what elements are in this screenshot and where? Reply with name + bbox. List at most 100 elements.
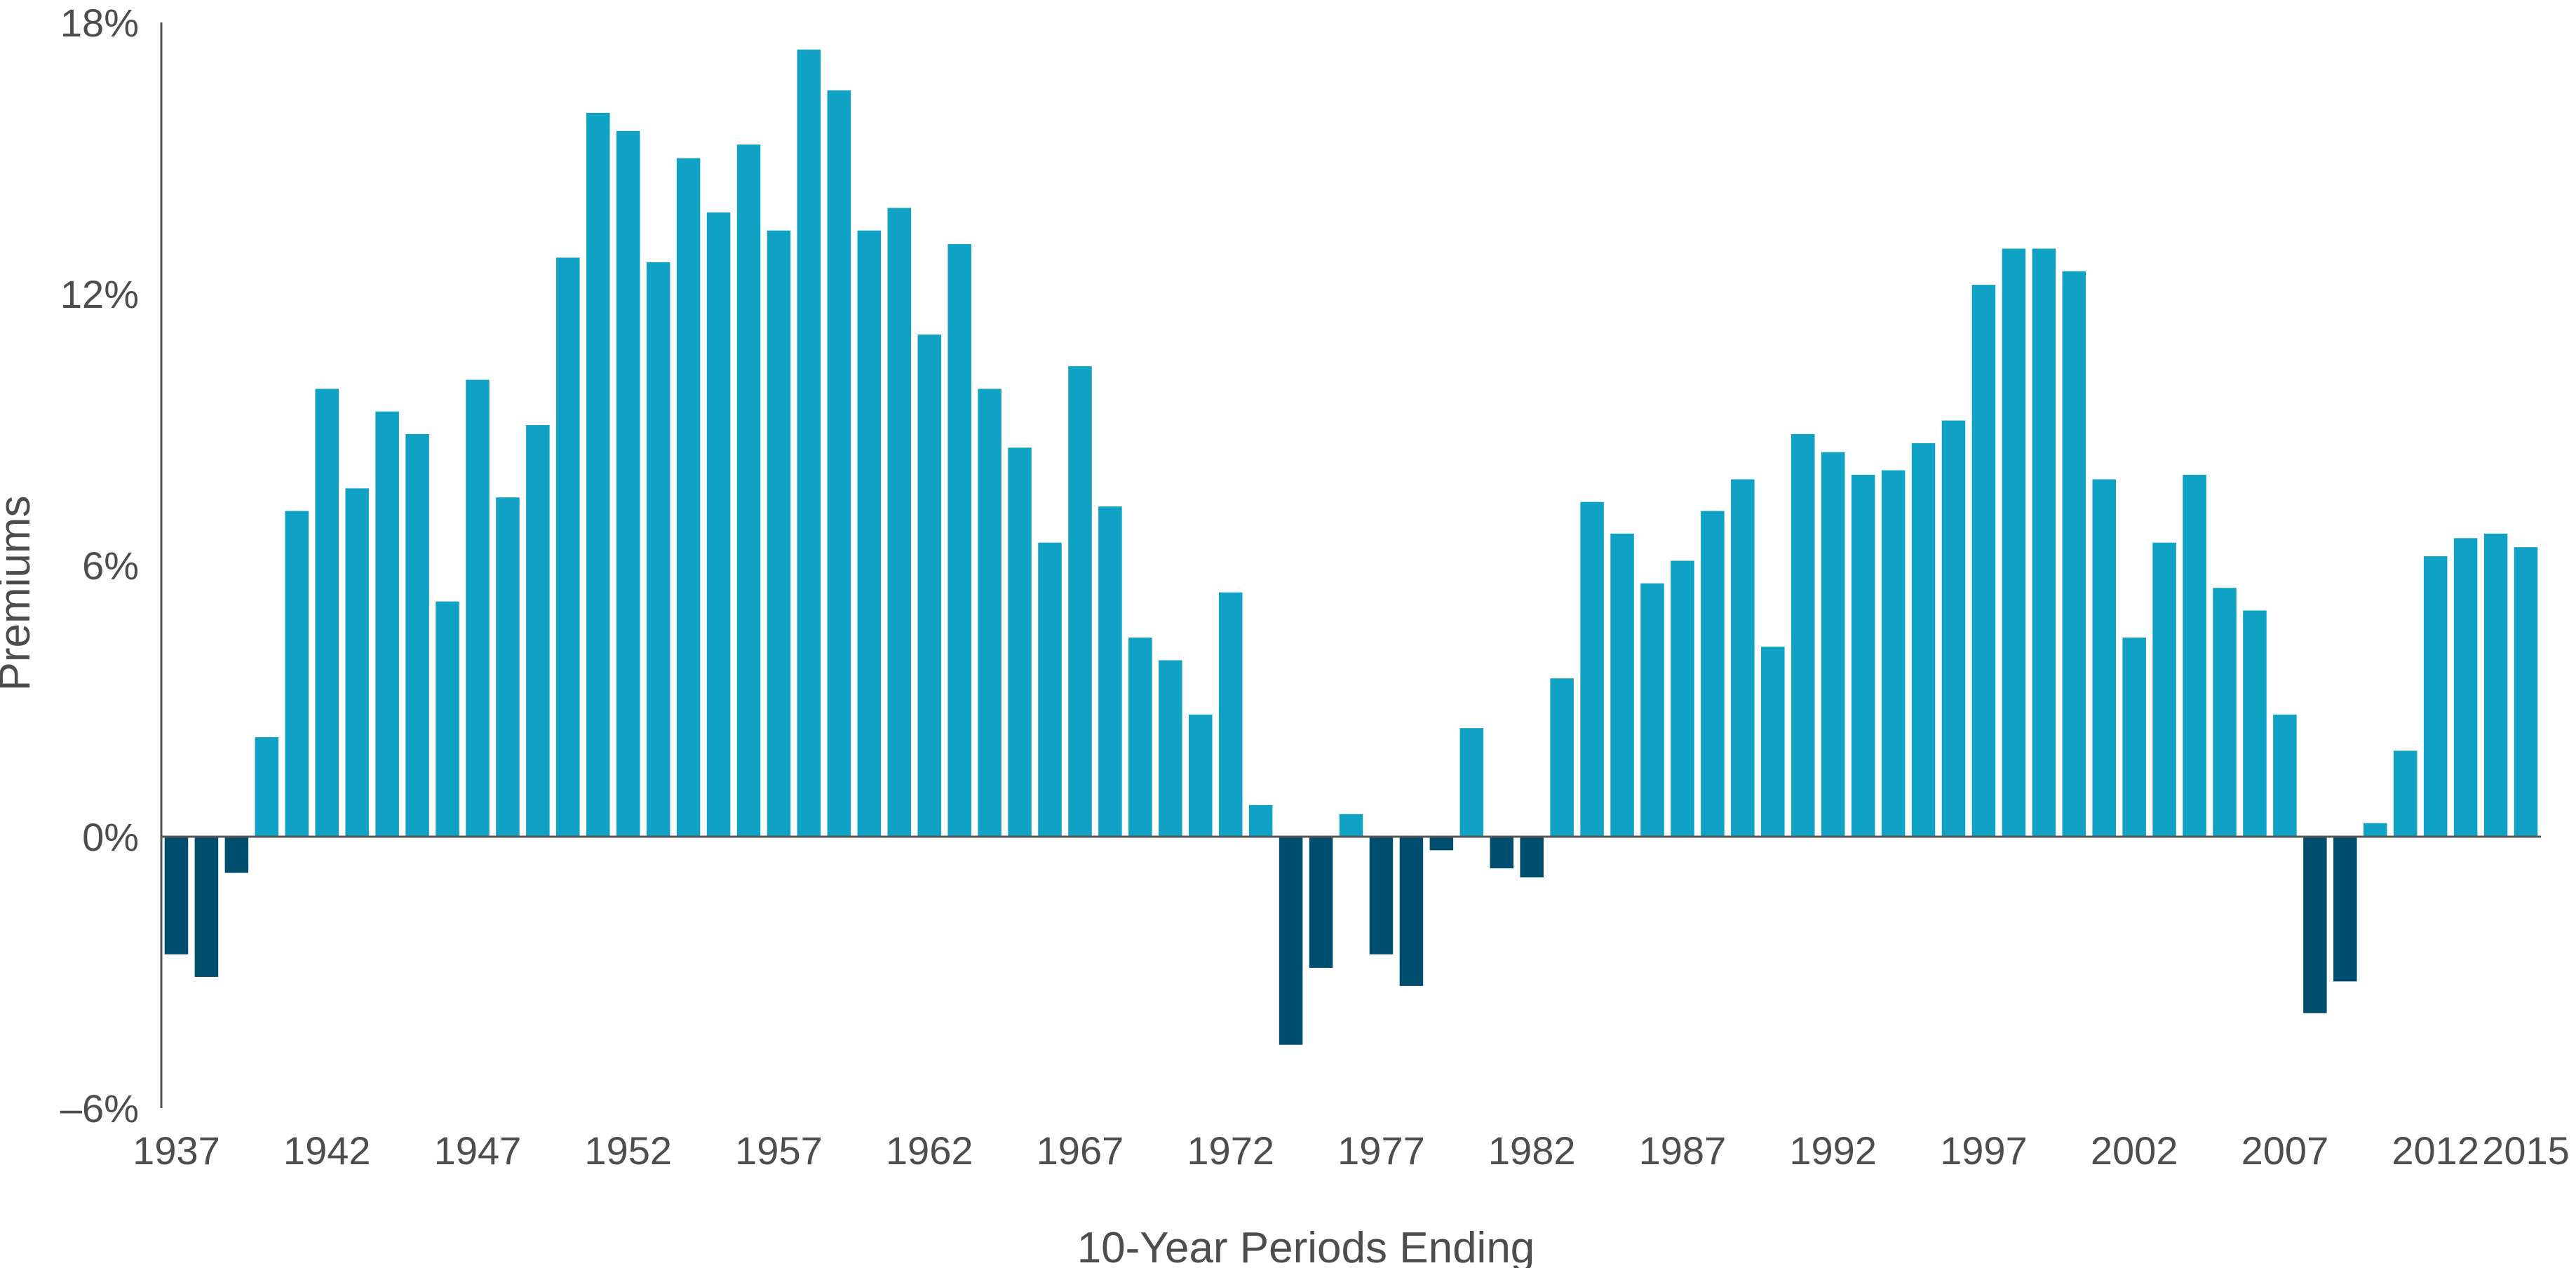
bar-1958 bbox=[797, 49, 821, 837]
bar-1941 bbox=[285, 511, 309, 837]
bar-2004 bbox=[2183, 475, 2206, 837]
bar-1983 bbox=[1550, 678, 1574, 837]
bar-1940 bbox=[255, 737, 279, 837]
x-tick-label: 1957 bbox=[735, 1128, 823, 1173]
bar-1998 bbox=[2002, 248, 2026, 837]
bar-2011 bbox=[2393, 750, 2417, 837]
bar-1991 bbox=[1791, 433, 1815, 837]
bar-1938 bbox=[194, 837, 219, 977]
bar-1987 bbox=[1671, 560, 1694, 837]
x-tick-label: 1992 bbox=[1789, 1128, 1877, 1173]
bar-1963 bbox=[948, 244, 971, 837]
x-tick-label: 1942 bbox=[283, 1128, 371, 1173]
bar-1944 bbox=[375, 411, 399, 837]
bar-2010 bbox=[2363, 823, 2387, 837]
x-tick-label: 1997 bbox=[1940, 1128, 2028, 1173]
bar-1962 bbox=[917, 335, 941, 837]
bar-2012 bbox=[2423, 556, 2448, 837]
bar-1953 bbox=[646, 262, 670, 837]
bar-1992 bbox=[1821, 452, 1845, 837]
bar-2014 bbox=[2483, 533, 2508, 837]
bar-1957 bbox=[767, 230, 791, 837]
x-tick-label: 1962 bbox=[886, 1128, 973, 1173]
bar-1985 bbox=[1610, 533, 1634, 837]
y-tick-label: 0% bbox=[82, 815, 139, 859]
bar-1988 bbox=[1701, 511, 1725, 837]
bar-1995 bbox=[1911, 443, 1936, 837]
x-axis-title: 10-Year Periods Ending bbox=[1077, 1224, 1535, 1268]
bar-1967 bbox=[1068, 366, 1092, 837]
bar-1996 bbox=[1941, 420, 1966, 837]
bar-1981 bbox=[1490, 837, 1513, 869]
bar-1948 bbox=[496, 497, 520, 837]
bar-1954 bbox=[676, 158, 701, 837]
x-tick-label: 1952 bbox=[584, 1128, 672, 1173]
bar-2001 bbox=[2092, 479, 2116, 837]
bar-1993 bbox=[1851, 475, 1875, 837]
bar-2000 bbox=[2062, 271, 2086, 837]
y-axis-title: Premiums bbox=[0, 495, 39, 691]
bar-1942 bbox=[315, 389, 339, 837]
bar-2007 bbox=[2273, 714, 2297, 837]
y-tick-label: –6% bbox=[60, 1086, 139, 1131]
bar-1949 bbox=[526, 425, 550, 837]
bar-1947 bbox=[466, 379, 490, 837]
x-tick-label: 2012 bbox=[2392, 1128, 2479, 1173]
bar-1968 bbox=[1098, 506, 1122, 837]
x-tick-label: 1947 bbox=[434, 1128, 522, 1173]
bar-2005 bbox=[2213, 588, 2237, 837]
bar-1971 bbox=[1189, 714, 1213, 837]
bar-2002 bbox=[2122, 638, 2146, 837]
bar-1946 bbox=[436, 601, 459, 837]
bars-group bbox=[164, 49, 2538, 1045]
x-tick-label: 2002 bbox=[2091, 1128, 2178, 1173]
bar-1960 bbox=[857, 230, 882, 837]
bar-1955 bbox=[706, 212, 731, 837]
bar-1950 bbox=[556, 257, 580, 837]
y-tick-label: 12% bbox=[60, 272, 139, 316]
bar-1978 bbox=[1399, 837, 1424, 986]
x-tick-label: 1977 bbox=[1337, 1128, 1425, 1173]
bar-2003 bbox=[2152, 542, 2176, 837]
bar-1966 bbox=[1038, 542, 1062, 837]
bar-1975 bbox=[1309, 837, 1333, 969]
bar-2013 bbox=[2453, 538, 2478, 837]
bar-1972 bbox=[1218, 592, 1243, 837]
x-tick-label: 1937 bbox=[133, 1128, 220, 1173]
bar-1979 bbox=[1429, 837, 1454, 851]
bar-1969 bbox=[1128, 638, 1152, 837]
bar-2006 bbox=[2243, 610, 2267, 837]
bar-1943 bbox=[345, 488, 369, 837]
bar-2009 bbox=[2333, 837, 2357, 982]
bar-1974 bbox=[1279, 837, 1303, 1045]
bar-1990 bbox=[1761, 647, 1785, 837]
bar-1976 bbox=[1339, 814, 1363, 837]
bar-1961 bbox=[887, 208, 912, 837]
bar-1965 bbox=[1008, 447, 1032, 837]
bar-1986 bbox=[1640, 583, 1664, 837]
x-tick-label: 1987 bbox=[1639, 1128, 1727, 1173]
x-tick-label: 1972 bbox=[1187, 1128, 1274, 1173]
bar-1945 bbox=[405, 433, 429, 837]
x-tick-label: 2007 bbox=[2241, 1128, 2329, 1173]
bar-1970 bbox=[1159, 660, 1182, 837]
bar-1973 bbox=[1248, 804, 1273, 837]
x-tick-label: 1967 bbox=[1037, 1128, 1124, 1173]
bar-1997 bbox=[1971, 285, 1996, 837]
bar-1989 bbox=[1731, 479, 1755, 837]
bar-2015 bbox=[2514, 547, 2538, 837]
bar-1937 bbox=[164, 837, 189, 955]
bar-1994 bbox=[1881, 470, 1906, 837]
bar-2008 bbox=[2303, 837, 2327, 1013]
x-tick-label: 1982 bbox=[1488, 1128, 1576, 1173]
y-tick-label: 18% bbox=[60, 1, 139, 45]
bar-1984 bbox=[1580, 501, 1604, 837]
y-tick-labels: –6% 0% 6% 12% 18% bbox=[60, 1, 139, 1131]
bar-1977 bbox=[1369, 837, 1394, 955]
y-tick-label: 6% bbox=[82, 544, 139, 588]
bar-1956 bbox=[736, 144, 761, 837]
x-tick-labels: 1937 1942 1947 1952 1957 1962 1967 1972 1977 1982… bbox=[133, 1128, 2570, 1173]
x-tick-label: 2015 bbox=[2482, 1128, 2570, 1173]
bar-1999 bbox=[2032, 248, 2056, 837]
